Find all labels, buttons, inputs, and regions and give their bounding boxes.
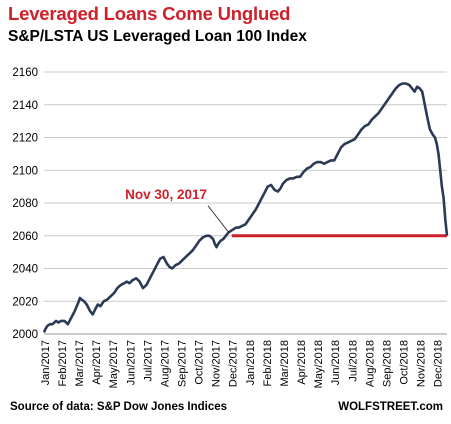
series-line-index bbox=[42, 82, 449, 333]
y-tick-label: 2120 bbox=[12, 133, 38, 145]
source-note: Source of data: S&P Dow Jones Indices bbox=[10, 401, 228, 413]
x-tick-label: Jan/2018 bbox=[245, 340, 257, 385]
annotation-pointer bbox=[207, 205, 230, 234]
y-axis-ticks: 2000 2020 2040 2060 2080 2100 2120 2140 2160 bbox=[12, 67, 38, 341]
x-tick-label: Apr/2018 bbox=[296, 340, 308, 385]
x-tick-label: Dec/2018 bbox=[433, 340, 445, 387]
x-axis-ticks: Jan/2017 Feb/2017 Mar/2017 Apr/2017 May/2017… bbox=[40, 340, 445, 388]
chart-subtitle: S&P/LSTA US Leveraged Loan 100 Index bbox=[8, 28, 307, 45]
x-tick-label: Sep/2017 bbox=[177, 340, 189, 387]
x-tick-label: Feb/2017 bbox=[57, 340, 69, 386]
x-tick-label: Mar/2017 bbox=[74, 340, 86, 386]
y-tick-label: 2020 bbox=[12, 296, 38, 308]
annotation-label: Nov 30, 2017 bbox=[125, 187, 207, 202]
y-tick-label: 2060 bbox=[12, 231, 38, 243]
x-tick-label: Oct/2018 bbox=[399, 340, 411, 385]
x-tick-label: Oct/2017 bbox=[194, 340, 206, 385]
x-tick-label: Aug/2018 bbox=[364, 340, 376, 387]
x-tick-label: Apr/2017 bbox=[91, 340, 103, 385]
x-tick-label: Feb/2018 bbox=[262, 340, 274, 386]
gridlines bbox=[44, 71, 447, 335]
x-tick-label: May/2018 bbox=[313, 340, 325, 388]
x-tick-label: Jun/2018 bbox=[330, 340, 342, 385]
x-tick-label: Sep/2018 bbox=[381, 340, 393, 387]
y-tick-label: 2140 bbox=[12, 100, 38, 112]
x-tick-label: Jan/2017 bbox=[40, 340, 52, 385]
x-tick-label: Jul/2018 bbox=[347, 340, 359, 382]
x-tick-label: Nov/2018 bbox=[416, 340, 428, 387]
x-tick-label: Jul/2017 bbox=[142, 340, 154, 382]
x-tick-label: Nov/2017 bbox=[211, 340, 223, 387]
y-tick-label: 2160 bbox=[12, 67, 38, 79]
x-tick-label: May/2017 bbox=[108, 340, 120, 388]
x-tick-label: Dec/2017 bbox=[228, 340, 240, 387]
y-tick-label: 2080 bbox=[12, 198, 38, 210]
credit-label: WOLFSTREET.com bbox=[338, 401, 443, 413]
y-tick-label: 2040 bbox=[12, 264, 38, 276]
x-tick-label: Mar/2018 bbox=[279, 340, 291, 386]
x-tick-label: Aug/2017 bbox=[159, 340, 171, 387]
chart-title: Leveraged Loans Come Unglued bbox=[8, 3, 291, 24]
y-tick-label: 2100 bbox=[12, 165, 38, 177]
y-tick-label: 2000 bbox=[12, 329, 38, 341]
x-tick-label: Jun/2017 bbox=[125, 340, 137, 385]
